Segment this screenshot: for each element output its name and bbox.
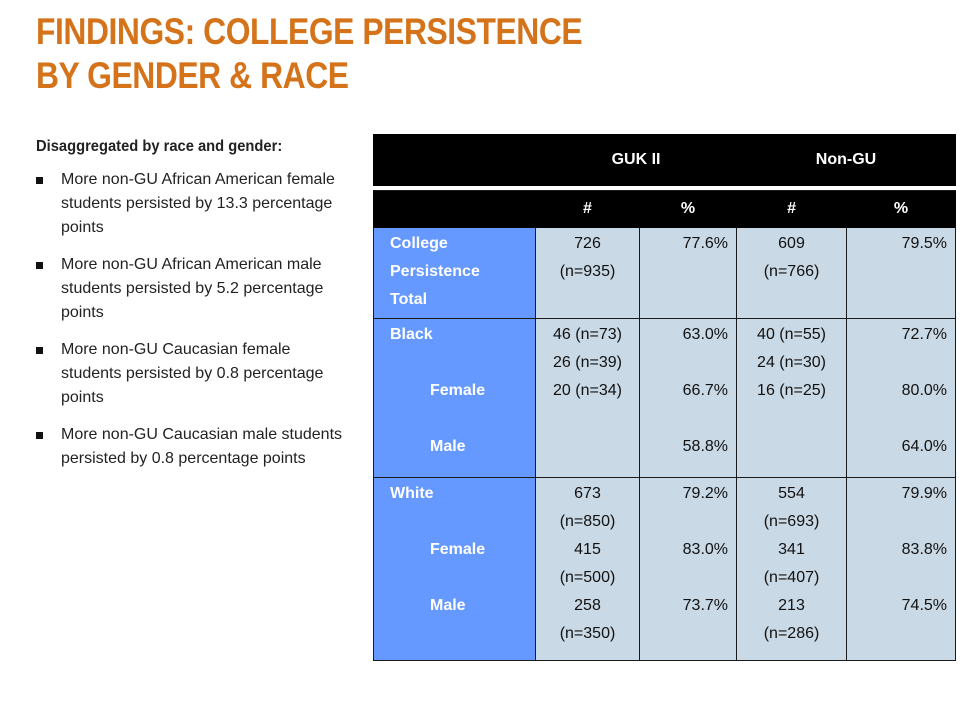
list-item: More non-GU African American female stud… (36, 168, 356, 240)
subheader-ngu-count: # (736, 190, 848, 228)
cell-guk-count: 673 (n=850) 415 (n=500) 258 (n=350) (535, 477, 640, 661)
cell-ngu-count: 609 (n=766) (736, 227, 848, 319)
slide-title: FINDINGS: COLLEGE PERSISTENCE BY GENDER … (36, 10, 583, 98)
bullet-square-icon (36, 177, 43, 184)
cell-ngu-count: 40 (n=55) 24 (n=30) 16 (n=25) (736, 318, 848, 478)
title-line-2: BY GENDER & RACE (36, 55, 349, 96)
bullet-text: More non-GU Caucasian female students pe… (61, 341, 324, 406)
bullet-text: More non-GU African American female stud… (61, 171, 335, 236)
bullet-text: More non-GU African American male studen… (61, 256, 324, 321)
row-label-white: White Female Male (373, 477, 536, 661)
header-non-gu: Non-GU (736, 134, 957, 186)
table-row-black: Black Female Male 46 (n=73) 26 (n=39) 20… (373, 318, 957, 478)
table-subheader-row: # % # % (373, 190, 957, 228)
title-line-1: FINDINGS: COLLEGE PERSISTENCE (36, 11, 583, 52)
cell-ngu-percent: 79.5% (846, 227, 957, 319)
table-row-white: White Female Male 673 (n=850) 415 (n=500… (373, 477, 957, 661)
row-label-total: College Persistence Total (373, 227, 536, 319)
table-row-total: College Persistence Total 726 (n=935) 77… (373, 227, 957, 319)
bullet-text: More non-GU Caucasian male students pers… (61, 426, 343, 467)
subheader-ngu-percent: % (846, 190, 957, 228)
subheader-guk-count: # (535, 190, 640, 228)
cell-guk-percent: 77.6% (638, 227, 738, 319)
bullet-square-icon (36, 347, 43, 354)
bullet-square-icon (36, 262, 43, 269)
cell-ngu-percent: 79.9% 83.8% 74.5% (846, 477, 957, 661)
list-item: More non-GU Caucasian female students pe… (36, 338, 356, 410)
cell-ngu-count: 554 (n=693) 341 (n=407) 213 (n=286) (736, 477, 848, 661)
persistence-table: GUK II Non-GU # % # % College Persistenc… (373, 134, 957, 661)
row-label-black: Black Female Male (373, 318, 536, 478)
findings-summary: Disaggregated by race and gender: More n… (36, 138, 356, 484)
summary-heading: Disaggregated by race and gender: (36, 138, 283, 155)
cell-ngu-percent: 72.7% 80.0% 64.0% (846, 318, 957, 478)
cell-guk-percent: 79.2% 83.0% 73.7% (638, 477, 738, 661)
subheader-blank (373, 190, 536, 228)
header-blank (373, 134, 536, 186)
subheader-guk-percent: % (638, 190, 738, 228)
findings-list: More non-GU African American female stud… (36, 168, 356, 471)
header-guk-ii: GUK II (534, 134, 738, 186)
cell-guk-count: 46 (n=73) 26 (n=39) 20 (n=34) (535, 318, 640, 478)
list-item: More non-GU Caucasian male students pers… (36, 423, 356, 471)
cell-guk-percent: 63.0% 66.7% 58.8% (638, 318, 738, 478)
bullet-square-icon (36, 432, 43, 439)
list-item: More non-GU African American male studen… (36, 253, 356, 325)
table-header-row: GUK II Non-GU (373, 134, 957, 186)
cell-guk-count: 726 (n=935) (535, 227, 640, 319)
